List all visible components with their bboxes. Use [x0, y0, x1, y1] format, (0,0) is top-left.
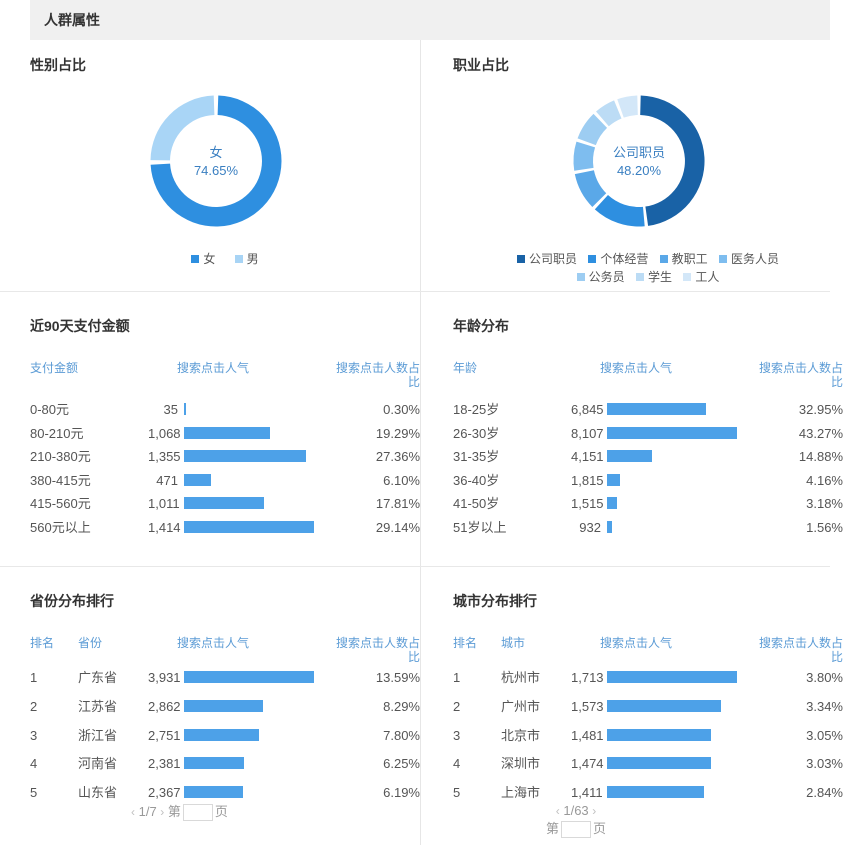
svg-text:74.65%: 74.65%	[194, 163, 239, 178]
svg-text:女: 女	[209, 145, 222, 160]
svg-text:48.20%: 48.20%	[617, 163, 662, 178]
svg-text:公司职员: 公司职员	[613, 145, 665, 160]
